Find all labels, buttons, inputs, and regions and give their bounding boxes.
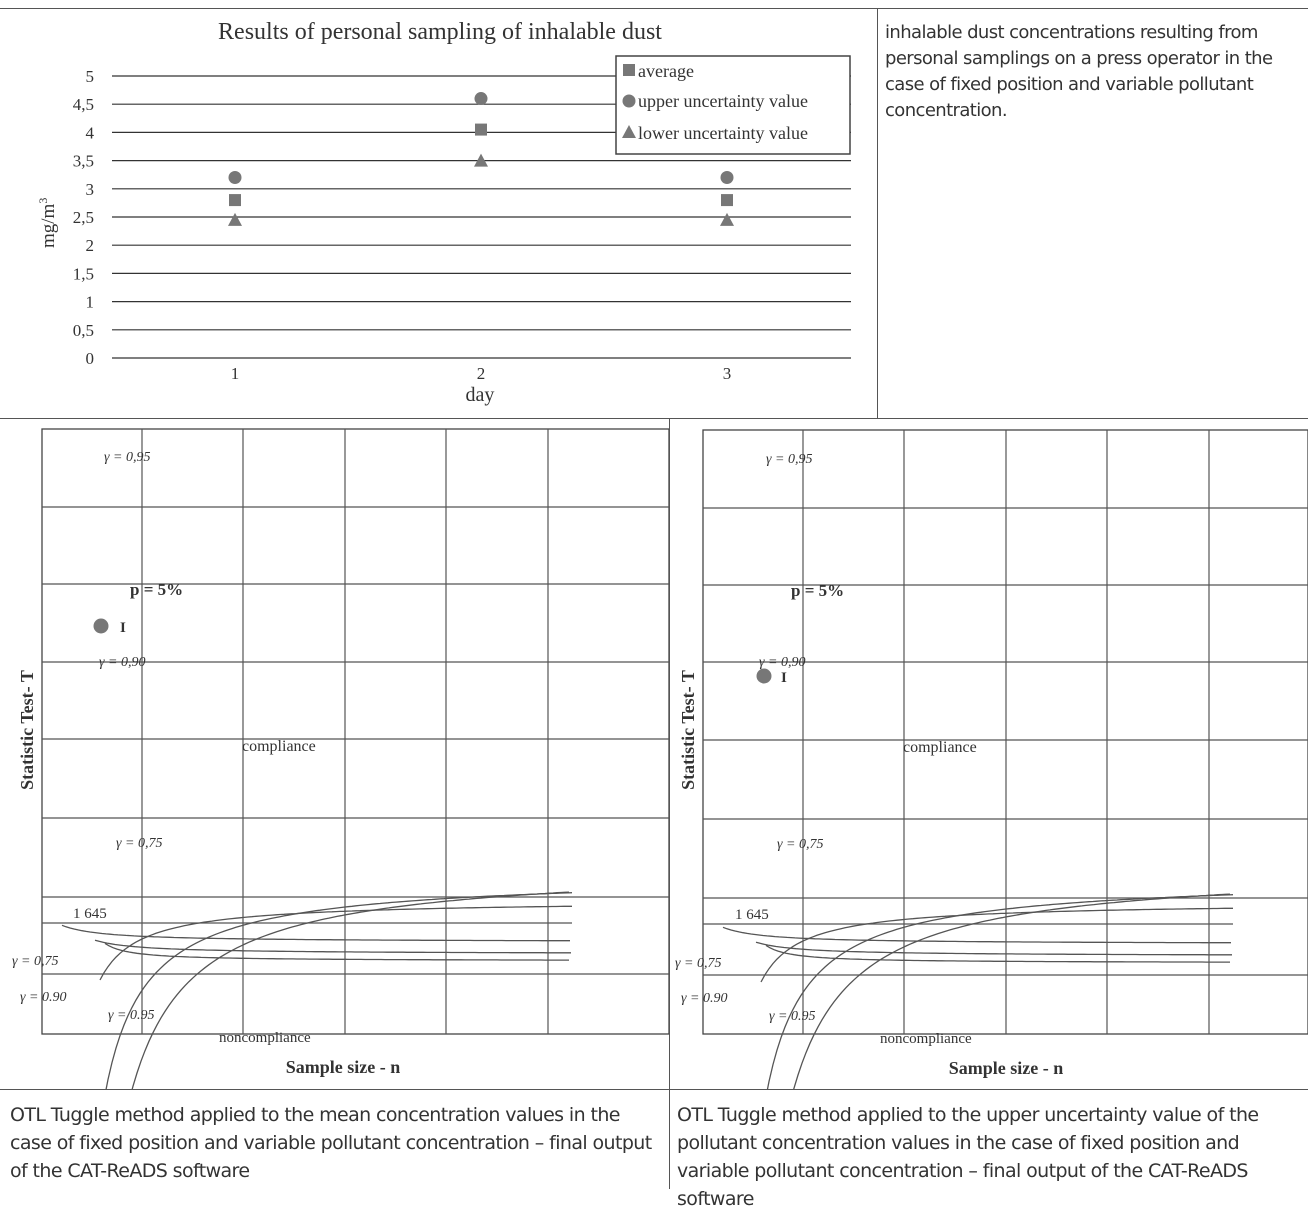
left-caption: OTL Tuggle method applied to the mean co… bbox=[10, 1104, 652, 1182]
legend-lower: lower uncertainty value bbox=[638, 123, 808, 143]
y-tick-label: 0,5 bbox=[73, 321, 94, 340]
top-chart-svg: Results of personal sampling of inhalabl… bbox=[36, 19, 851, 406]
g95-top-label: γ = 0,95 bbox=[104, 450, 150, 465]
lower-curve bbox=[104, 942, 569, 961]
left-chart-svg: γ = 0,95 p = 5% I γ = 0,90 compliance γ … bbox=[12, 428, 670, 1213]
plot-frame bbox=[41, 428, 670, 1035]
legend-triangle-icon bbox=[622, 125, 636, 138]
compliance-label: compliance bbox=[903, 739, 977, 756]
x-axis-label: Sample size - n bbox=[286, 1057, 401, 1077]
upper-point bbox=[228, 171, 242, 185]
left-chart-panel: γ = 0,95 p = 5% I γ = 0,90 compliance γ … bbox=[0, 418, 670, 1213]
y-tick-label: 1 bbox=[86, 293, 95, 312]
legend-circle-icon bbox=[622, 94, 636, 108]
y-tick-label: 0 bbox=[86, 349, 95, 368]
noncompliance-label: noncompliance bbox=[219, 1030, 311, 1046]
y-axis-label: mg/m3 bbox=[36, 198, 59, 248]
y-axis-label: Statistic Test- T bbox=[678, 670, 698, 790]
point-label: I bbox=[120, 620, 126, 636]
top-description: inhalable dust concentrations resulting … bbox=[885, 22, 1273, 121]
upper-curve bbox=[760, 894, 1234, 1128]
frame-divider-bottom bbox=[669, 418, 670, 1189]
g75-top-label: γ = 0,75 bbox=[777, 837, 823, 852]
upper-curve bbox=[99, 892, 573, 1126]
y-axis-label: Statistic Test- T bbox=[17, 670, 37, 790]
g90-top-label: γ = 0,90 bbox=[99, 655, 145, 670]
frame-caption-line bbox=[0, 1089, 1308, 1090]
legend-square-icon bbox=[623, 64, 635, 76]
y-tick-label: 5 bbox=[86, 67, 95, 86]
data-point bbox=[93, 618, 109, 634]
lower-point bbox=[720, 212, 734, 226]
p5-label: p = 5% bbox=[791, 581, 844, 600]
upper-curve bbox=[99, 905, 572, 981]
y-tick-label: 1,5 bbox=[73, 264, 94, 283]
upper-curve bbox=[770, 893, 1231, 1213]
noncompliance-label: noncompliance bbox=[880, 1031, 972, 1047]
lower-curve bbox=[61, 924, 570, 942]
legend-box bbox=[615, 55, 851, 155]
g95-bot-label: γ = 0.95 bbox=[769, 1009, 815, 1024]
upper-point bbox=[474, 92, 488, 106]
right-chart-panel: γ = 0,95 p = 5% I γ = 0,90 compliance γ … bbox=[669, 418, 1308, 1213]
g75-top-label: γ = 0,75 bbox=[116, 836, 162, 851]
g75-bot-label: γ = 0,75 bbox=[675, 956, 721, 971]
lower-curve bbox=[722, 926, 1231, 944]
data-point bbox=[756, 668, 772, 684]
g75-bot-label: γ = 0,75 bbox=[12, 954, 58, 969]
frame-middle-line bbox=[0, 418, 1308, 419]
g90-bot-label: γ = 0.90 bbox=[681, 991, 727, 1006]
upper-point bbox=[720, 171, 734, 185]
average-point bbox=[721, 194, 733, 207]
y-tick-label: 3 bbox=[86, 180, 95, 199]
y-tick-label: 3,5 bbox=[73, 152, 94, 171]
point-label: I bbox=[781, 670, 787, 686]
x-tick-label: 2 bbox=[477, 364, 486, 383]
lower-curve bbox=[94, 939, 571, 954]
right-chart-svg: γ = 0,95 p = 5% I γ = 0,90 compliance γ … bbox=[675, 429, 1308, 1213]
compliance-label: compliance bbox=[242, 738, 316, 755]
frame-divider-top bbox=[877, 8, 878, 418]
right-caption: OTL Tuggle method applied to the upper u… bbox=[677, 1104, 1259, 1210]
legend-average: average bbox=[638, 61, 694, 81]
g90-top-label: γ = 0,90 bbox=[759, 655, 805, 670]
x-axis-label: day bbox=[466, 384, 495, 406]
t1645-label: 1 645 bbox=[73, 906, 107, 922]
legend-upper: upper uncertainty value bbox=[638, 91, 808, 111]
y-tick-label: 4 bbox=[86, 123, 95, 142]
lower-curve bbox=[765, 944, 1230, 963]
g95-top-label: γ = 0,95 bbox=[766, 452, 812, 467]
y-tick-label: 2,5 bbox=[73, 208, 94, 227]
p5-label: p = 5% bbox=[130, 580, 183, 599]
g95-bot-label: γ = 0.95 bbox=[108, 1008, 154, 1023]
y-tick-label: 4,5 bbox=[73, 95, 94, 114]
lower-point bbox=[228, 212, 242, 226]
g90-bot-label: γ = 0.90 bbox=[20, 990, 66, 1005]
frame-top-line bbox=[0, 8, 1308, 9]
average-point bbox=[229, 194, 241, 207]
average-point bbox=[475, 123, 487, 136]
lower-point bbox=[474, 153, 488, 167]
y-tick-label: 2 bbox=[86, 236, 95, 255]
x-axis-label: Sample size - n bbox=[949, 1058, 1064, 1078]
top-chart-panel: Results of personal sampling of inhalabl… bbox=[0, 8, 877, 418]
t1645-label: 1 645 bbox=[735, 907, 769, 923]
x-tick-label: 1 bbox=[231, 364, 240, 383]
chart-title: Results of personal sampling of inhalabl… bbox=[218, 19, 662, 45]
upper-curve bbox=[760, 907, 1233, 983]
upper-curve bbox=[109, 891, 570, 1213]
x-tick-label: 3 bbox=[723, 364, 732, 383]
lower-curve bbox=[755, 941, 1232, 956]
